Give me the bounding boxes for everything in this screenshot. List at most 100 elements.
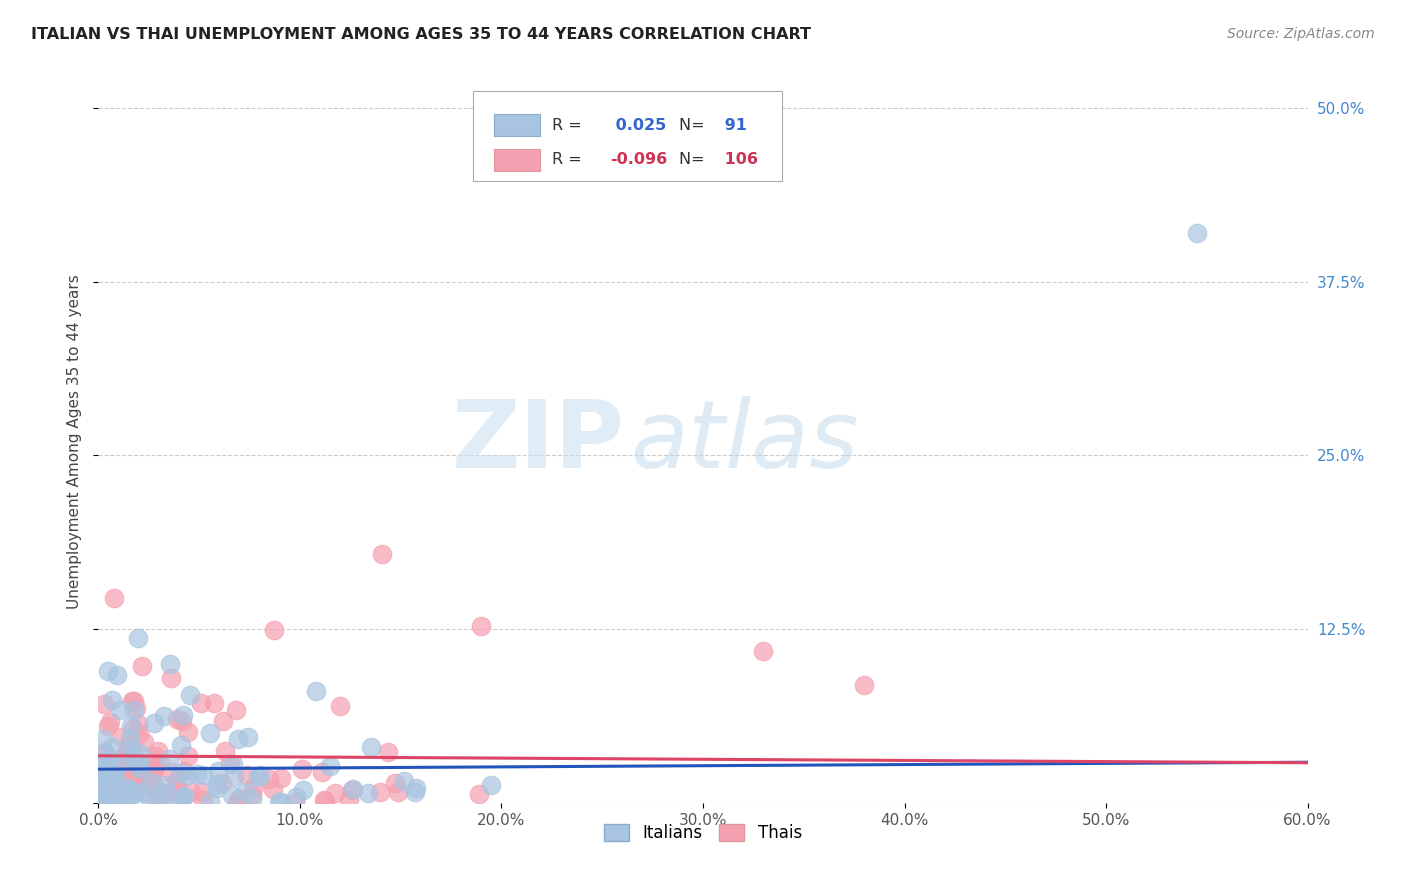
Text: N=: N= bbox=[679, 118, 710, 133]
Point bbox=[103, 767, 125, 781]
Point bbox=[314, 792, 336, 806]
Text: 106: 106 bbox=[718, 153, 758, 168]
Point bbox=[131, 659, 153, 673]
Point bbox=[97, 664, 120, 678]
Point bbox=[105, 784, 128, 798]
Point bbox=[127, 780, 149, 794]
Point bbox=[111, 772, 134, 786]
Point bbox=[205, 780, 228, 795]
Point bbox=[148, 755, 170, 769]
Point bbox=[148, 785, 170, 799]
Point bbox=[128, 727, 150, 741]
Point bbox=[121, 694, 143, 708]
Point bbox=[96, 769, 118, 783]
Point bbox=[360, 740, 382, 755]
Point bbox=[392, 774, 415, 789]
Text: N=: N= bbox=[679, 153, 710, 168]
Point bbox=[167, 785, 190, 799]
Point bbox=[166, 774, 188, 789]
Point bbox=[93, 765, 115, 780]
Point bbox=[267, 795, 290, 809]
Point bbox=[142, 716, 165, 731]
Point bbox=[198, 795, 221, 809]
Point bbox=[94, 794, 117, 808]
Point bbox=[221, 756, 243, 771]
Point bbox=[91, 769, 114, 783]
Point bbox=[222, 769, 245, 783]
Point bbox=[91, 731, 114, 746]
Point bbox=[191, 785, 214, 799]
Point bbox=[93, 756, 115, 770]
Point bbox=[103, 769, 125, 783]
Text: 0.025: 0.025 bbox=[610, 118, 666, 133]
Point bbox=[166, 712, 188, 726]
Point bbox=[221, 788, 243, 802]
Point bbox=[481, 778, 503, 792]
Point bbox=[98, 786, 121, 800]
Point bbox=[190, 696, 212, 710]
Point bbox=[127, 761, 149, 775]
Point bbox=[93, 789, 115, 804]
Point bbox=[263, 624, 285, 638]
Point bbox=[146, 784, 169, 798]
Point bbox=[160, 671, 183, 685]
Point bbox=[118, 739, 141, 753]
Point bbox=[177, 748, 200, 763]
Point bbox=[98, 764, 121, 778]
Point bbox=[314, 794, 336, 808]
Point bbox=[169, 765, 191, 780]
Point bbox=[262, 781, 284, 796]
Point bbox=[105, 775, 128, 789]
Point bbox=[108, 703, 131, 717]
Point bbox=[153, 778, 176, 792]
Point bbox=[128, 761, 150, 775]
Point bbox=[127, 717, 149, 731]
Point bbox=[153, 786, 176, 800]
Point bbox=[122, 750, 145, 764]
Point bbox=[311, 764, 333, 779]
Point bbox=[139, 772, 162, 786]
Point bbox=[226, 795, 249, 809]
Point bbox=[212, 714, 235, 728]
Point bbox=[118, 782, 141, 797]
Point bbox=[468, 787, 491, 801]
Point bbox=[207, 764, 229, 778]
Point bbox=[124, 786, 146, 800]
Point bbox=[121, 789, 143, 803]
Point bbox=[180, 785, 202, 799]
Point bbox=[142, 779, 165, 793]
Point bbox=[142, 764, 165, 778]
Point bbox=[98, 752, 121, 766]
Point bbox=[342, 781, 364, 796]
Point bbox=[329, 698, 352, 713]
Point bbox=[149, 790, 172, 805]
Point bbox=[470, 619, 492, 633]
Point bbox=[101, 779, 124, 793]
Point bbox=[118, 731, 141, 746]
Point bbox=[114, 780, 136, 795]
Point bbox=[97, 719, 120, 733]
Point bbox=[132, 785, 155, 799]
Point bbox=[120, 719, 142, 733]
Point bbox=[228, 791, 250, 805]
Point bbox=[170, 791, 193, 805]
Point bbox=[101, 739, 124, 754]
Point bbox=[340, 783, 363, 797]
Point bbox=[167, 793, 190, 807]
Point bbox=[249, 768, 271, 782]
Point bbox=[101, 780, 124, 795]
Point bbox=[752, 644, 775, 658]
Text: R =: R = bbox=[551, 153, 586, 168]
Point bbox=[853, 678, 876, 692]
Point bbox=[110, 730, 132, 744]
Point bbox=[291, 782, 314, 797]
Point bbox=[127, 631, 149, 645]
Point bbox=[142, 762, 165, 776]
Point bbox=[177, 725, 200, 739]
Point bbox=[121, 722, 143, 736]
Point bbox=[145, 795, 167, 809]
Point bbox=[170, 739, 193, 753]
Point bbox=[247, 770, 270, 784]
Point bbox=[285, 790, 308, 805]
Point bbox=[117, 760, 139, 774]
